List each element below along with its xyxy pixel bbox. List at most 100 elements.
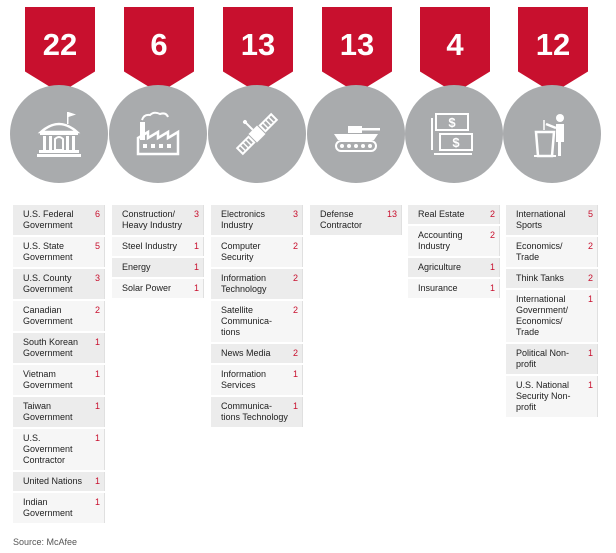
item-count: 3	[94, 273, 100, 283]
item-count: 1	[587, 380, 593, 390]
list-item: U.S. County Government 3	[13, 269, 105, 299]
category-list: Defense Contractor 13	[310, 205, 402, 237]
item-label: U.S. National Security Non-profit	[516, 380, 571, 412]
list-item: Taiwan Government 1	[13, 397, 105, 427]
list-item: News Media 2	[211, 344, 303, 363]
category-list: International Sports 5 Economics/ Trade 2 …	[506, 205, 598, 419]
item-count: 2	[587, 273, 593, 283]
item-count: 1	[94, 497, 100, 507]
item-label: Construction/ Heavy Industry	[122, 209, 183, 230]
list-item: U.S. State Government 5	[13, 237, 105, 267]
category-list: U.S. Federal Government 6 U.S. State Gove…	[13, 205, 105, 525]
list-item: Canadian Government 2	[13, 301, 105, 331]
item-count: 13	[386, 209, 397, 219]
factory-icon	[136, 111, 180, 156]
list-item: Accounting Industry 2	[408, 226, 500, 256]
list-item: International Sports 5	[506, 205, 598, 235]
item-count: 5	[94, 241, 100, 251]
list-item: International Government/ Economics/ Tra…	[506, 290, 598, 342]
item-count: 3	[193, 209, 199, 219]
category-list: Construction/ Heavy Industry 3 Steel Indu…	[112, 205, 204, 300]
speaker-podium-icon	[534, 114, 564, 158]
item-count: 1	[193, 283, 199, 293]
list-item: South Korean Government 1	[13, 333, 105, 363]
category-list: Real Estate 2 Accounting Industry 2 Agricu…	[408, 205, 500, 300]
list-item: Solar Power 1	[112, 279, 204, 298]
item-label: Solar Power	[122, 283, 172, 293]
list-item: Economics/ Trade 2	[506, 237, 598, 267]
list-item: Electronics Industry 3	[211, 205, 303, 235]
item-count: 1	[94, 369, 100, 379]
total-banner: 6	[124, 7, 194, 93]
list-item: Political Non-profit 1	[506, 344, 598, 374]
money-icon: $ $	[431, 113, 473, 155]
item-count: 6	[94, 209, 100, 219]
item-count: 1	[94, 476, 100, 486]
item-count: 1	[587, 294, 593, 304]
list-item: Agriculture 1	[408, 258, 500, 277]
source-note: Source: McAfee	[13, 537, 78, 547]
item-count: 2	[292, 273, 298, 283]
item-count: 1	[193, 262, 199, 272]
list-item: Vietnam Government 1	[13, 365, 105, 395]
list-item: Steel Industry 1	[112, 237, 204, 256]
item-label: Accounting Industry	[418, 230, 463, 251]
list-item: U.S. Government Contractor 1	[13, 429, 105, 470]
item-label: Energy	[122, 262, 151, 272]
item-label: Taiwan Government	[23, 401, 73, 422]
svg-text:$: $	[448, 115, 456, 130]
list-item: Defense Contractor 13	[310, 205, 402, 235]
item-label: International Sports	[516, 209, 566, 230]
item-label: Economics/ Trade	[516, 241, 563, 262]
list-item: Information Services 1	[211, 365, 303, 395]
item-count: 2	[489, 230, 495, 240]
item-count: 2	[94, 305, 100, 315]
item-label: Agriculture	[418, 262, 462, 272]
item-label: Indian Government	[23, 497, 73, 518]
item-count: 1	[94, 337, 100, 347]
item-count: 1	[489, 283, 495, 293]
item-count: 2	[292, 348, 298, 358]
item-label: Vietnam Government	[23, 369, 73, 390]
list-item: Satellite Communica-tions 2	[211, 301, 303, 342]
item-label: Think Tanks	[516, 273, 564, 283]
item-label: U.S. Government Contractor	[23, 433, 73, 465]
category-list: Electronics Industry 3 Computer Security 2…	[211, 205, 303, 429]
satellite-icon	[235, 112, 279, 156]
item-count: 2	[489, 209, 495, 219]
item-label: Defense Contractor	[320, 209, 363, 230]
icon-circle: $ $	[405, 85, 503, 183]
item-label: Communica-tions Technology	[221, 401, 288, 422]
total-banner: 13	[223, 7, 293, 93]
item-count: 1	[587, 348, 593, 358]
icon-circle	[208, 85, 306, 183]
list-item: Real Estate 2	[408, 205, 500, 224]
total-banner: 4	[420, 7, 490, 93]
total-banner: 13	[322, 7, 392, 93]
item-count: 1	[94, 401, 100, 411]
item-label: Information Technology	[221, 273, 267, 294]
item-label: News Media	[221, 348, 271, 358]
item-label: Information Services	[221, 369, 267, 390]
item-label: Computer Security	[221, 241, 261, 262]
item-label: Real Estate	[418, 209, 465, 219]
item-label: Insurance	[418, 283, 458, 293]
icon-circle	[109, 85, 207, 183]
item-label: United Nations	[23, 476, 83, 486]
list-item: Information Technology 2	[211, 269, 303, 299]
item-count: 1	[292, 369, 298, 379]
list-item: Insurance 1	[408, 279, 500, 298]
item-count: 1	[94, 433, 100, 443]
item-count: 3	[292, 209, 298, 219]
list-item: Energy 1	[112, 258, 204, 277]
item-count: 2	[292, 305, 298, 315]
item-label: Canadian Government	[23, 305, 73, 326]
tank-icon	[334, 126, 380, 152]
list-item: Computer Security 2	[211, 237, 303, 267]
item-label: South Korean Government	[23, 337, 79, 358]
total-banner: 22	[25, 7, 95, 93]
list-item: Construction/ Heavy Industry 3	[112, 205, 204, 235]
item-label: Electronics Industry	[221, 209, 266, 230]
list-item: Indian Government 1	[13, 493, 105, 523]
item-count: 2	[587, 241, 593, 251]
